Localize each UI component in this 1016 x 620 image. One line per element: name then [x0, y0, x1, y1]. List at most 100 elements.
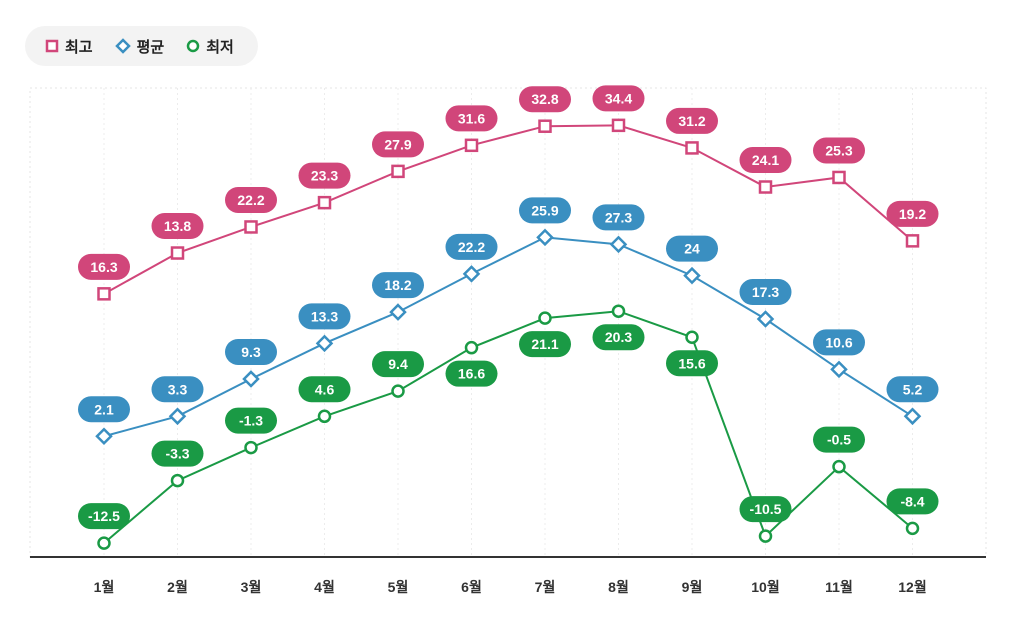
data-label: 27.3: [605, 209, 632, 225]
data-label: 17.3: [752, 284, 779, 300]
x-tick-label: 5월: [388, 579, 409, 595]
data-point: [315, 334, 334, 353]
series-line-2: [103, 310, 914, 544]
data-label: 24.1: [752, 152, 779, 168]
data-label-pill: [372, 131, 424, 158]
data-label-pill: [886, 376, 939, 403]
data-label-pill: [739, 279, 792, 306]
data-label-pill: [298, 303, 351, 330]
data-label-pill: [445, 360, 498, 387]
data-point: [244, 440, 258, 455]
data-label-pill: [78, 253, 130, 280]
data-label-pill: [78, 503, 130, 530]
data-label: 27.9: [384, 136, 411, 152]
data-label: 9.3: [241, 344, 261, 360]
data-label: 25.9: [531, 202, 558, 218]
data-label: 32.8: [531, 91, 558, 107]
legend-item-avg[interactable]: 평균: [114, 36, 165, 57]
legend-item-max[interactable]: 최고: [45, 36, 93, 57]
data-label-pill: [592, 85, 645, 112]
data-label-pill: [886, 488, 939, 515]
data-point: [685, 330, 699, 345]
data-label: 22.2: [237, 192, 264, 208]
legend-label-avg: 평균: [136, 38, 165, 56]
data-point: [903, 407, 922, 426]
data-label: 24: [684, 241, 700, 257]
data-label: 21.1: [531, 336, 558, 352]
x-tick-label: 8월: [608, 579, 629, 595]
data-point: [317, 195, 332, 210]
data-label-pill: [813, 137, 865, 164]
data-label-pill: [445, 105, 498, 132]
data-point: [97, 287, 111, 301]
data-label-pill: [666, 235, 718, 262]
data-label-pill: [78, 396, 130, 423]
data-label: 9.4: [388, 356, 408, 372]
data-label: 18.2: [384, 277, 411, 293]
series-line-0: [103, 124, 914, 295]
data-label: 15.6: [678, 355, 705, 371]
data-point: [462, 265, 481, 283]
data-point: [685, 141, 699, 155]
data-point: [464, 340, 479, 355]
data-point: [536, 228, 554, 247]
data-point: [832, 459, 846, 474]
data-point: [391, 164, 405, 179]
data-label: 31.2: [678, 113, 705, 129]
x-tick-label: 12월: [898, 579, 926, 595]
data-label: -1.3: [239, 413, 263, 429]
data-point: [244, 220, 258, 234]
data-point: [391, 384, 405, 398]
data-label: 3.3: [168, 381, 188, 397]
x-tick-label: 7월: [535, 579, 556, 595]
data-label: 19.2: [899, 206, 926, 222]
series-line-1: [103, 236, 914, 438]
x-tick-label: 10월: [751, 579, 779, 595]
data-label-pill: [519, 86, 571, 113]
data-point: [832, 170, 846, 185]
data-point: [609, 235, 628, 254]
data-label-pill: [592, 324, 645, 351]
data-label: -10.5: [750, 501, 782, 517]
data-label: -0.5: [827, 432, 851, 448]
data-label-pill: [372, 351, 424, 378]
data-label-pill: [225, 338, 277, 365]
data-label-pill: [739, 147, 792, 174]
data-point: [168, 407, 187, 426]
data-label: -8.4: [900, 493, 924, 509]
x-tick-label: 4월: [314, 579, 335, 595]
data-label: 10.6: [825, 334, 852, 350]
data-label-pill: [813, 426, 865, 453]
data-point: [758, 180, 773, 194]
data-label: 34.4: [605, 90, 632, 106]
data-label-pill: [298, 162, 351, 189]
data-point: [95, 427, 113, 446]
data-label-pill: [592, 204, 645, 231]
data-label-pill: [519, 331, 571, 358]
data-label-pill: [225, 407, 277, 434]
x-tick-label: 3월: [241, 579, 262, 595]
data-point: [758, 529, 773, 543]
data-label: 2.1: [94, 401, 114, 417]
x-tick-label: 2월: [167, 579, 188, 595]
data-label-pill: [298, 376, 351, 403]
legend-label-min: 최저: [206, 38, 234, 56]
data-point: [538, 119, 552, 133]
data-point: [170, 473, 185, 488]
data-label: 23.3: [311, 168, 338, 184]
data-label: 16.6: [458, 366, 485, 382]
data-label-pill: [666, 107, 718, 134]
x-tick-label: 6월: [461, 579, 482, 595]
x-tick-label: 9월: [682, 579, 703, 595]
data-label-pill: [445, 233, 498, 260]
data-label: 4.6: [315, 381, 335, 397]
data-label: 20.3: [605, 329, 632, 345]
legend-label-max: 최고: [65, 38, 93, 56]
data-point: [905, 234, 920, 248]
data-point: [756, 310, 775, 328]
data-label-pill: [666, 350, 718, 377]
chart-legend: 최고 평균 최저: [25, 26, 258, 66]
legend-item-min[interactable]: 최저: [186, 36, 234, 57]
data-point: [170, 246, 185, 260]
